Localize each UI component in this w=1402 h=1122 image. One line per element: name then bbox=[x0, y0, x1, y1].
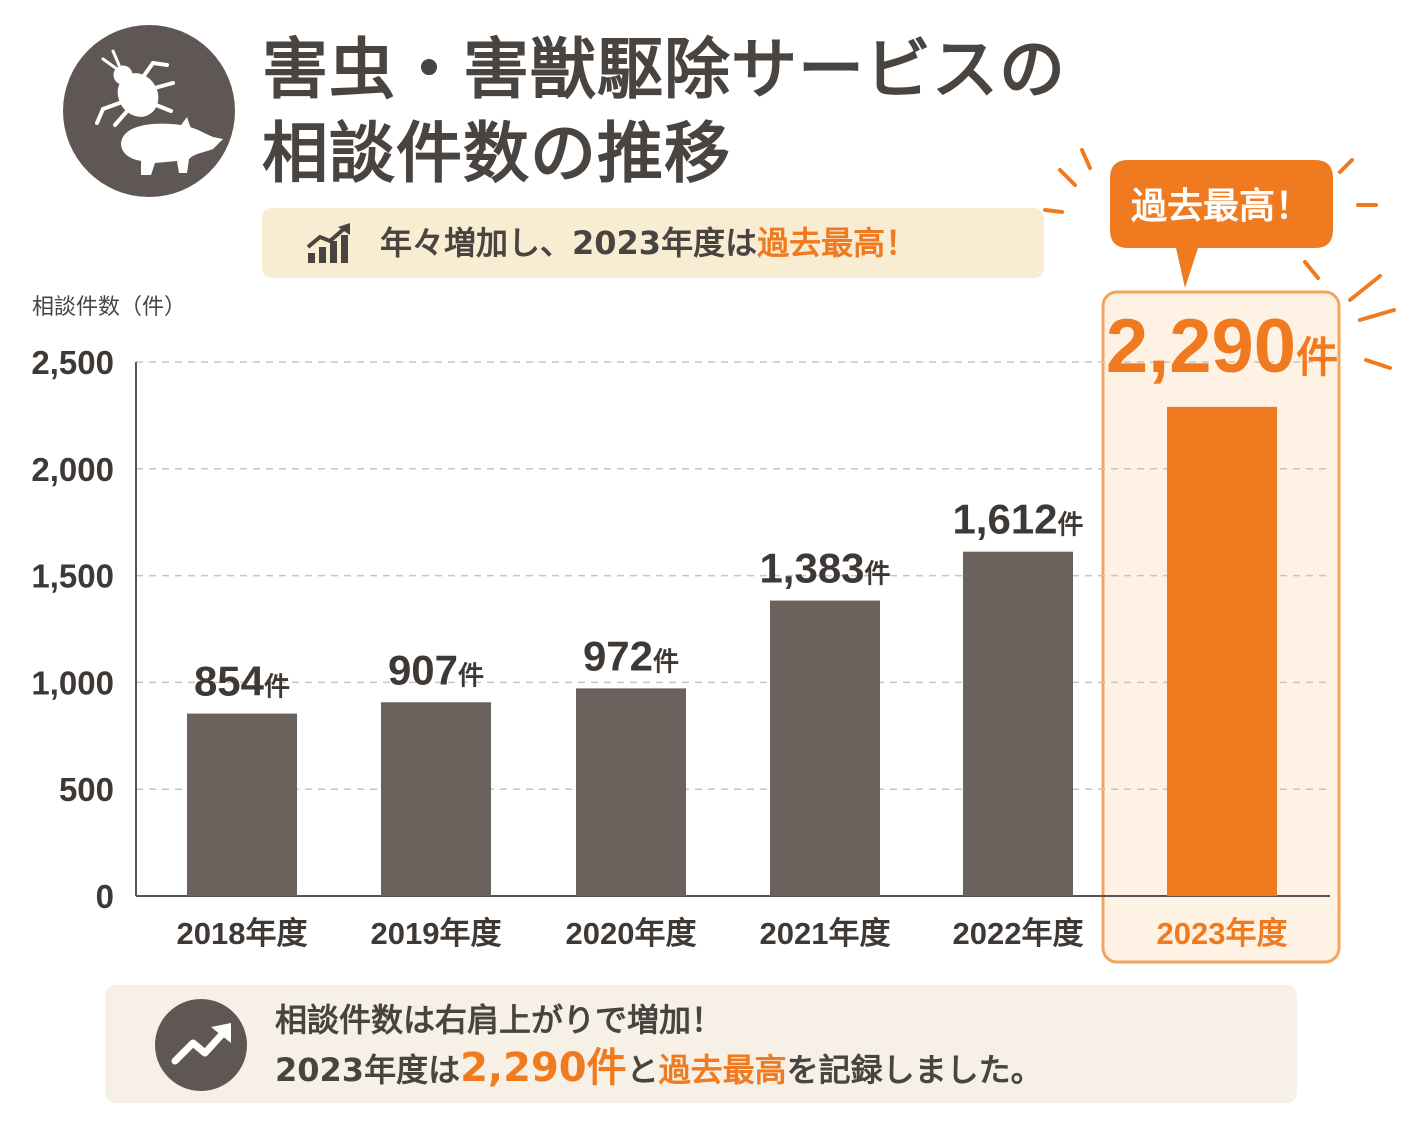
value-label: 907件 bbox=[388, 646, 484, 693]
summary-post: を記録しました。 bbox=[786, 1051, 1043, 1089]
value-unit: 件 bbox=[1058, 511, 1084, 541]
value-unit: 件 bbox=[264, 673, 290, 703]
bar bbox=[187, 713, 297, 896]
value-number: 2,290 bbox=[1106, 304, 1296, 389]
category-label: 2018年度 bbox=[177, 916, 308, 951]
category-labels: 2018年度 2019年度 2020年度 2021年度 2022年度 2023年度 bbox=[177, 916, 1288, 951]
value-number: 972 bbox=[583, 632, 653, 679]
bar bbox=[576, 688, 686, 896]
value-label: 972件 bbox=[583, 632, 679, 679]
chart-growth-icon bbox=[306, 223, 350, 263]
value-unit: 件 bbox=[458, 661, 484, 691]
value-label: 1,612件 bbox=[952, 496, 1083, 543]
y-tick-label: 2,000 bbox=[31, 451, 114, 488]
value-label: 2,290件 bbox=[1106, 304, 1338, 389]
title-line-1: 害虫・害獣駆除サービスの bbox=[262, 31, 1066, 108]
bar bbox=[770, 600, 880, 896]
subtitle-text: 年々増加し、2023年度は過去最高！ bbox=[380, 222, 917, 264]
y-tick-label: 1,000 bbox=[31, 664, 114, 701]
subtitle-main: 年々増加し、2023年度は bbox=[380, 224, 758, 262]
bar-chart: 過去最高！ 相談件数（件） 0 500 1,000 1,500 2,000 2,500 8… bbox=[31, 148, 1396, 964]
summary-line-1: 相談件数は右肩上がりで増加！ bbox=[275, 1001, 724, 1039]
title-line-2: 相談件数の推移 bbox=[262, 115, 731, 192]
bar bbox=[1167, 406, 1277, 896]
subtitle-highlight: 過去最高！ bbox=[757, 224, 918, 262]
grid-lines bbox=[135, 361, 1330, 897]
category-label: 2020年度 bbox=[566, 916, 697, 951]
category-label: 2019年度 bbox=[371, 916, 502, 951]
callout-text: 過去最高！ bbox=[1131, 186, 1311, 227]
y-axis-label: 相談件数（件） bbox=[32, 295, 186, 320]
y-tick-labels: 0 500 1,000 1,500 2,000 2,500 bbox=[31, 344, 114, 915]
trend-up-icon bbox=[155, 999, 247, 1091]
value-label: 1,383件 bbox=[759, 545, 890, 592]
header-logo bbox=[63, 25, 235, 197]
value-unit: 件 bbox=[865, 560, 891, 590]
callout-bubble bbox=[1110, 160, 1333, 288]
summary-mid: と bbox=[626, 1051, 659, 1089]
value-unit: 件 bbox=[1296, 333, 1338, 382]
bars bbox=[187, 406, 1277, 896]
bar bbox=[381, 702, 491, 896]
page-title: 害虫・害獣駆除サービスの 相談件数の推移 bbox=[262, 28, 1162, 196]
bug-and-animal-icon bbox=[95, 49, 223, 175]
y-tick-label: 2,500 bbox=[31, 344, 114, 381]
summary-banner: 相談件数は右肩上がりで増加！ 2023年度は2,290件と過去最高を記録しました… bbox=[105, 985, 1297, 1103]
value-unit: 件 bbox=[653, 647, 679, 677]
bar bbox=[963, 551, 1073, 896]
summary-highlight: 過去最高 bbox=[658, 1051, 787, 1089]
value-number: 854 bbox=[194, 658, 265, 705]
category-label: 2022年度 bbox=[953, 916, 1084, 951]
summary-pre: 2023年度は bbox=[275, 1051, 461, 1089]
category-label: 2023年度 bbox=[1157, 916, 1288, 951]
callout-burst bbox=[1043, 148, 1396, 370]
y-tick-label: 500 bbox=[59, 771, 114, 808]
summary-value: 2,290件 bbox=[460, 1045, 627, 1091]
value-label: 854件 bbox=[194, 658, 290, 705]
value-number: 1,383 bbox=[759, 545, 864, 592]
value-number: 907 bbox=[388, 646, 458, 693]
y-tick-label: 1,500 bbox=[31, 558, 114, 595]
subtitle-banner: 年々増加し、2023年度は過去最高！ bbox=[262, 208, 1044, 278]
value-number: 1,612 bbox=[952, 496, 1057, 543]
category-label: 2021年度 bbox=[760, 916, 891, 951]
y-tick-label: 0 bbox=[96, 878, 114, 915]
summary-line-2: 2023年度は2,290件と過去最高を記録しました。 bbox=[275, 1045, 1043, 1093]
